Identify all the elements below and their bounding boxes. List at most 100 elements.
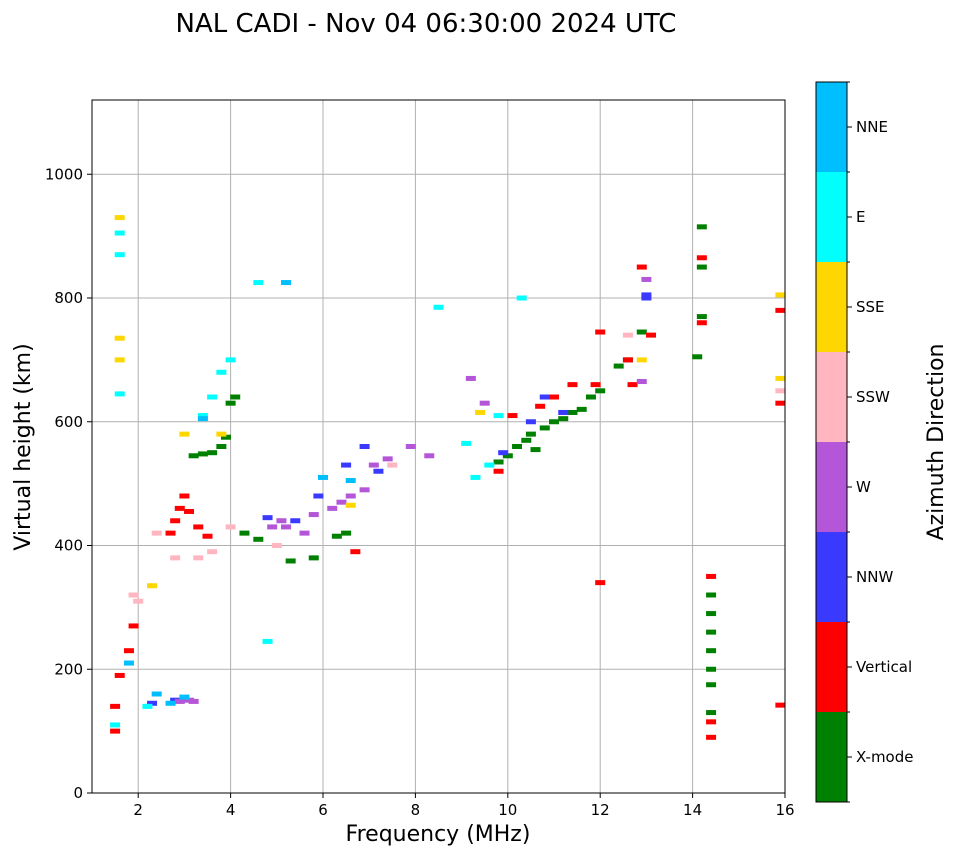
data-point-sse [179,431,190,437]
y-axis-label: Virtual height (km) [11,343,36,550]
data-point-nnw [290,518,301,524]
x-tick-label: 4 [226,801,236,819]
colorbar-segment [816,172,847,262]
data-point-x-mode [636,329,647,335]
data-point-nnw [525,419,536,425]
data-point-e [262,638,273,644]
data-point-vertical [350,549,361,555]
data-point-e [114,230,125,236]
colorbar-segment [816,532,847,622]
data-point-x-mode [197,451,208,457]
data-point-w [336,499,347,505]
data-point-ssw [387,462,398,468]
y-tick-label: 1000 [45,165,83,183]
data-point-w [276,518,287,524]
data-point-x-mode [239,530,250,536]
data-point-vertical [636,264,647,270]
plot-area [92,100,785,793]
data-point-ssw [133,598,144,604]
data-point-nnw [341,462,352,468]
y-tick-label: 0 [73,784,83,802]
data-point-ssw [151,530,162,536]
data-point-vertical [595,580,606,586]
data-point-e [207,394,218,400]
data-point-nne [123,660,134,666]
data-point-x-mode [530,447,541,453]
colorbar-tick-label: NNE [856,118,888,136]
data-point-vertical [170,518,181,524]
data-point-w [405,444,416,449]
data-point-w [479,400,490,406]
colorbar-segment [816,262,847,352]
data-point-sse [775,292,786,298]
data-point-w [424,453,435,459]
data-point-w [636,379,647,385]
data-point-x-mode [188,453,199,459]
data-point-vertical [775,702,786,708]
data-point-x-mode [706,648,717,654]
data-point-x-mode [706,682,717,688]
data-point-x-mode [341,530,352,536]
data-point-x-mode [525,431,536,437]
data-point-sse [475,409,486,415]
x-tick-label: 2 [133,801,143,819]
data-point-x-mode [253,536,264,542]
data-point-x-mode [706,592,717,598]
data-point-w [188,698,199,704]
colorbar: X-mode Vertical NNW W SSW SSE E NNE [815,81,913,803]
data-point-sse [345,502,356,508]
data-point-nnw [539,394,550,400]
y-tick-label: 800 [54,289,83,307]
x-tick-label: 16 [775,801,794,819]
data-point-w [368,462,379,468]
data-point-w [359,487,370,493]
x-tick-label: 10 [498,801,517,819]
colorbar-tick-label: E [856,208,865,226]
data-point-vertical [775,307,786,313]
data-point-vertical [184,508,195,514]
data-point-w [382,456,393,462]
data-points [110,215,786,740]
x-tick-label: 6 [318,801,328,819]
y-tick-label: 400 [54,537,83,555]
colorbar-tick-label: SSW [856,388,890,406]
x-tick-label: 12 [591,801,610,819]
colorbar-label: Azimuth Direction [924,343,949,540]
colorbar-tick-label: X-mode [856,748,913,766]
data-point-vertical [627,382,638,388]
data-point-ssw [622,332,633,338]
data-point-x-mode [493,459,504,465]
data-point-w [174,698,185,704]
data-point-vertical [706,573,717,579]
data-point-vertical [622,357,633,363]
data-point-vertical [567,382,578,388]
data-point-nnw [359,444,370,449]
data-point-e [114,391,125,397]
data-point-x-mode [549,419,559,425]
data-point-vertical [706,719,717,725]
data-point-vertical [590,382,601,388]
data-point-nne [281,280,292,286]
data-point-x-mode [706,710,717,716]
data-point-nne [151,691,162,697]
data-point-ssw [271,543,282,548]
colorbar-segment [816,442,847,532]
data-point-x-mode [521,437,532,443]
data-point-w [267,524,278,530]
data-point-x-mode [216,444,227,449]
data-point-nnw [147,700,158,706]
data-point-e [142,703,153,709]
data-point-vertical [549,394,559,400]
data-point-vertical [775,400,786,406]
colorbar-segment [816,622,847,712]
data-point-x-mode [539,425,550,431]
data-point-x-mode [225,400,236,406]
data-point-x-mode [220,434,231,440]
colorbar-tick-label: SSE [856,298,885,316]
data-point-x-mode [230,394,241,400]
data-point-ssw [128,592,139,598]
data-point-ssw [225,524,236,530]
data-point-vertical [696,255,707,261]
data-point-e [110,722,121,728]
